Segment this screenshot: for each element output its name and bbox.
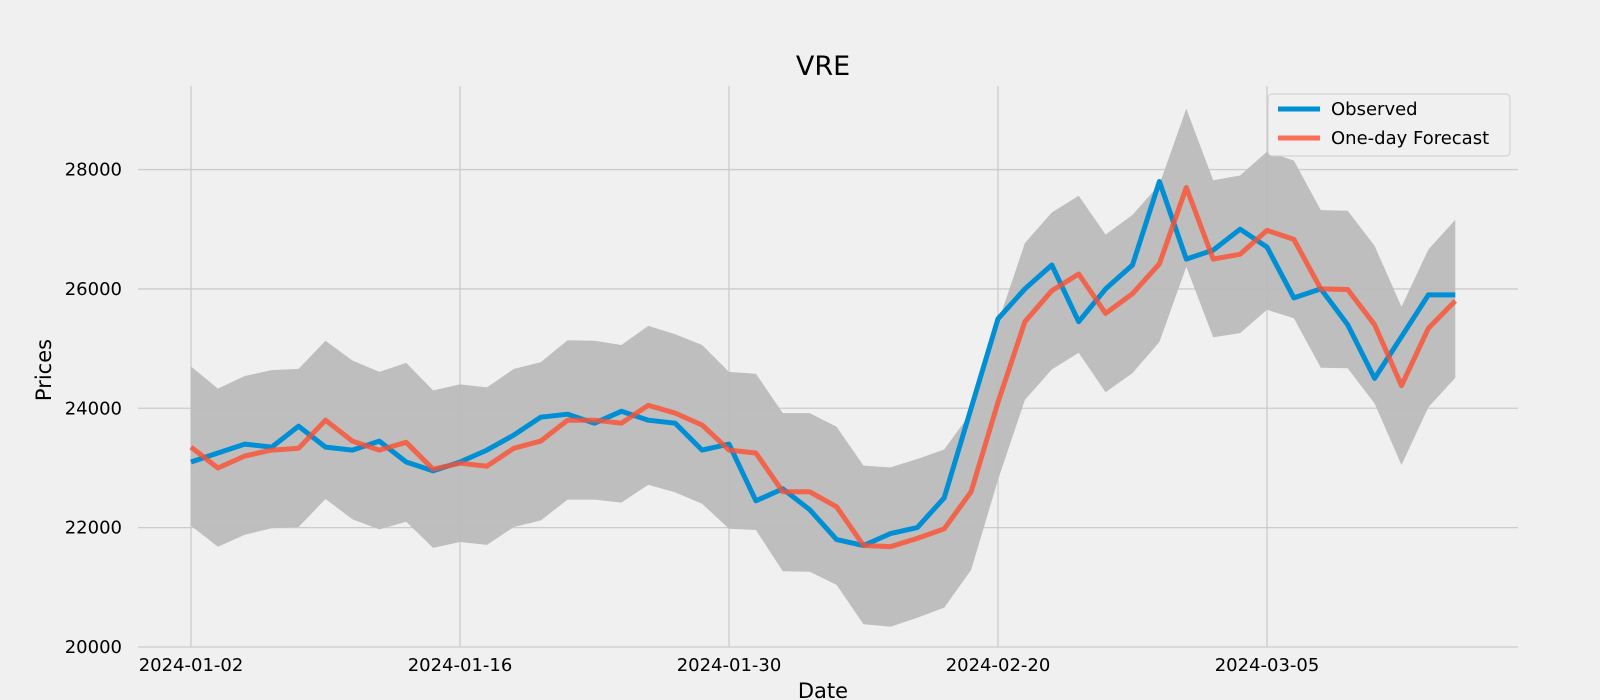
x-tick-label: 2024-01-02: [139, 655, 244, 676]
chart-title: VRE: [796, 51, 850, 82]
y-tick-label: 22000: [65, 518, 122, 539]
legend: Observed One-day Forecast: [1267, 93, 1511, 157]
y-tick-label: 26000: [65, 279, 122, 300]
x-axis-label: Date: [798, 679, 848, 700]
y-tick-label: 20000: [65, 637, 122, 658]
x-tick-label: 2024-01-16: [408, 655, 513, 676]
x-tick-label: 2024-02-20: [946, 655, 1051, 676]
forecast-line: [189, 185, 1458, 550]
x-tick-labels: 2024-01-02 2024-01-16 2024-01-30 2024-02-20…: [139, 655, 1320, 676]
observed-line: [190, 179, 1456, 548]
x-tick-label: 2024-01-30: [677, 655, 782, 676]
x-tick-label: 2024-03-05: [1215, 655, 1320, 676]
legend-label-forecast: One-day Forecast: [1331, 128, 1489, 149]
series-lines: [189, 179, 1458, 550]
y-tick-labels: 20000 22000 24000 26000 28000: [65, 160, 122, 658]
y-axis-label: Prices: [32, 339, 56, 401]
y-tick-label: 28000: [65, 160, 122, 181]
legend-label-observed: Observed: [1331, 99, 1418, 120]
y-tick-label: 24000: [65, 398, 122, 419]
legend-box: [1267, 93, 1511, 157]
